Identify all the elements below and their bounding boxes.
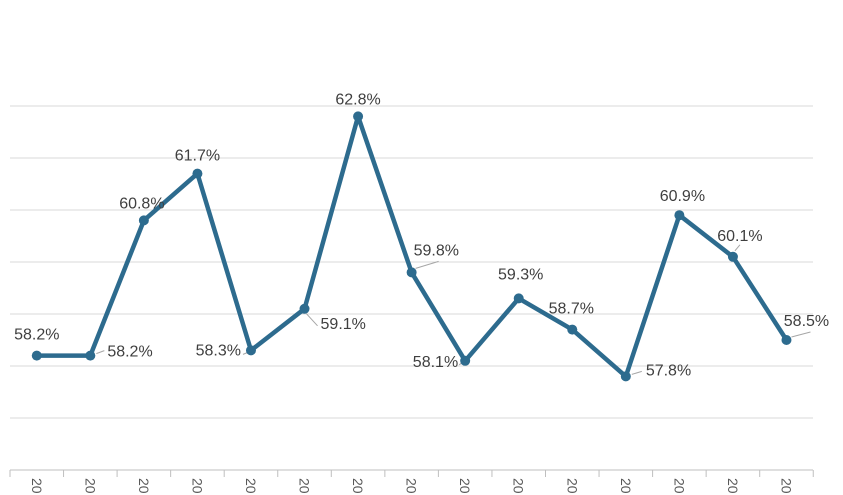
- data-label: 59.8%: [414, 242, 459, 259]
- data-label: 60.8%: [119, 195, 164, 212]
- data-label: 58.2%: [14, 327, 59, 344]
- x-axis-tick-label: 20: [29, 478, 45, 494]
- data-label: 60.9%: [660, 188, 705, 205]
- x-axis-tick-label: 20: [618, 478, 634, 494]
- label-leader-line: [415, 260, 439, 269]
- label-leader-line: [96, 350, 105, 355]
- data-point-marker: [192, 168, 203, 179]
- data-label: 59.3%: [498, 266, 543, 283]
- data-label: 59.1%: [321, 316, 366, 333]
- data-point-marker: [781, 335, 792, 345]
- data-point-marker: [299, 303, 310, 314]
- data-label: 60.1%: [717, 228, 762, 245]
- x-axis-tick-label: 20: [564, 478, 580, 494]
- x-axis-tick-label: 20: [82, 478, 98, 494]
- data-point-marker: [513, 293, 524, 304]
- label-leader-line: [791, 331, 811, 338]
- data-point-marker: [674, 210, 685, 221]
- x-axis-tick-label: 20: [189, 478, 205, 494]
- x-axis-tick-label: 20: [243, 478, 259, 494]
- label-leader-line: [306, 313, 318, 327]
- data-label: 61.7%: [175, 148, 220, 165]
- data-label: 58.3%: [196, 342, 241, 359]
- series-line: [34, 114, 789, 379]
- data-label: 62.8%: [335, 91, 380, 108]
- label-leader-line: [734, 244, 741, 252]
- x-axis-tick-label: 20: [725, 478, 741, 494]
- data-point-marker: [85, 350, 96, 361]
- data-point-marker: [406, 267, 417, 278]
- data-point-marker: [353, 111, 364, 122]
- x-axis-tick-label: 20: [350, 478, 366, 494]
- data-point-marker: [567, 324, 578, 335]
- x-axis-tick-label: 20: [136, 478, 152, 494]
- data-point-marker: [460, 355, 471, 366]
- data-label: 57.8%: [646, 362, 691, 379]
- data-label: 58.5%: [784, 313, 829, 330]
- data-point-marker: [620, 371, 631, 382]
- x-axis-tick-label: 20: [404, 478, 420, 494]
- data-label: 58.2%: [107, 344, 152, 361]
- x-axis-tick-label: 20: [511, 478, 527, 494]
- data-point-marker: [138, 215, 149, 226]
- data-label: 58.1%: [413, 354, 458, 371]
- x-axis-tick-label: 20: [778, 478, 794, 494]
- x-axis-tick-label: 20: [457, 478, 473, 494]
- data-label: 58.7%: [549, 301, 594, 318]
- x-axis-tick-label: 20: [297, 478, 313, 494]
- label-leader-line: [631, 370, 642, 375]
- data-point-marker: [245, 345, 256, 356]
- x-axis-tick-label: 20: [671, 478, 687, 494]
- data-point-marker: [727, 251, 738, 262]
- data-point-marker: [31, 350, 42, 361]
